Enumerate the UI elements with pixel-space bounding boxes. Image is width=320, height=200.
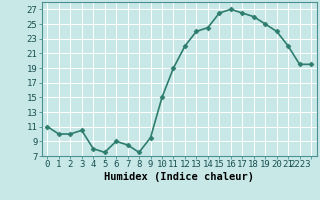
X-axis label: Humidex (Indice chaleur): Humidex (Indice chaleur)	[104, 172, 254, 182]
